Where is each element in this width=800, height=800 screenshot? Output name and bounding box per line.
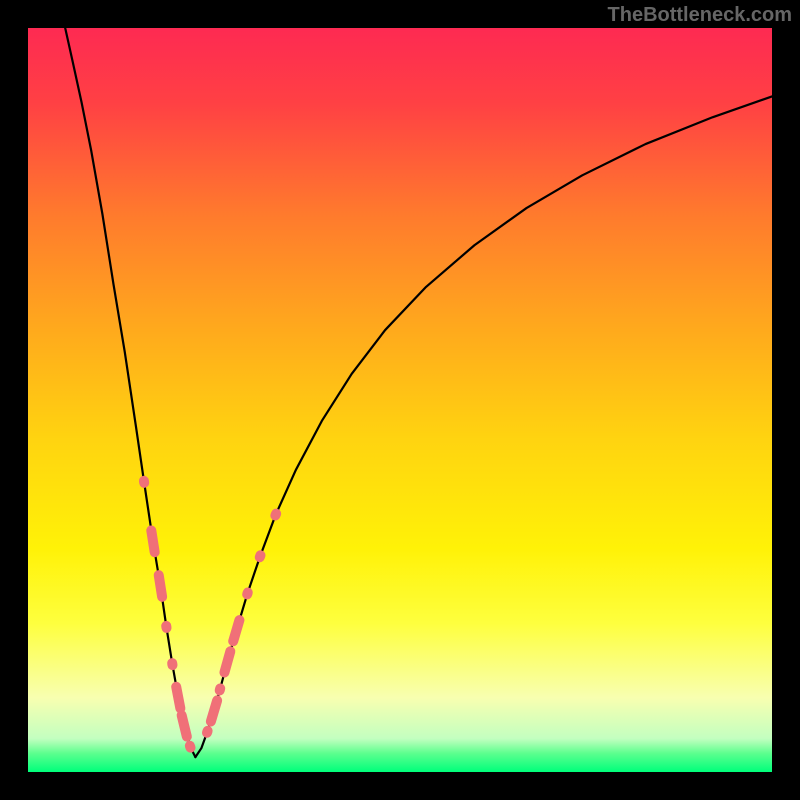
bottleneck-curve-chart bbox=[0, 0, 800, 800]
plot-background-gradient bbox=[28, 28, 772, 772]
chart-container: TheBottleneck.com bbox=[0, 0, 800, 800]
